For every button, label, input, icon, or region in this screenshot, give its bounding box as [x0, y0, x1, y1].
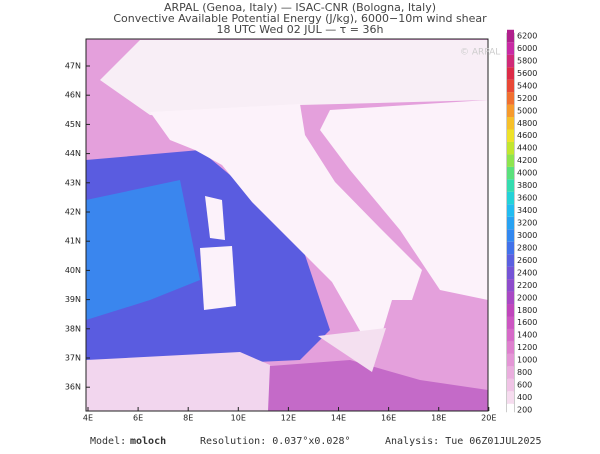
title-line: 18 UTC Wed 02 JUL — τ = 36h — [217, 23, 384, 36]
colorbar-label: 800 — [517, 368, 532, 377]
colorbar-swatch — [507, 191, 514, 205]
colorbar-swatch — [507, 141, 514, 155]
colorbar-swatch — [507, 316, 514, 329]
colorbar-label: 2400 — [517, 268, 537, 277]
colorbar-label: 1200 — [517, 343, 537, 352]
colorbar-swatch — [507, 117, 514, 130]
lon-tick-label: 12E — [281, 414, 296, 423]
colorbar-swatch — [507, 92, 514, 105]
colorbar-label: 4600 — [517, 131, 537, 140]
footer-analysis: Analysis: Tue 06Z01JUL2025 — [385, 436, 542, 447]
colorbar-label: 6000 — [517, 44, 537, 53]
colorbar-label: 1800 — [517, 306, 537, 315]
lat-tick-label: 40N — [65, 266, 81, 275]
colorbar-label: 3200 — [517, 219, 537, 228]
colorbar-label: 400 — [517, 393, 532, 402]
colorbar-swatch — [507, 154, 514, 167]
colorbar-label: 5800 — [517, 56, 537, 65]
colorbar-swatch — [507, 366, 514, 379]
footer-label: Model: — [90, 436, 126, 447]
colorbar-swatch — [507, 403, 514, 417]
colorbar-label: 2000 — [517, 293, 537, 302]
colorbar-swatch — [507, 254, 514, 267]
colorbar-swatch — [507, 229, 514, 242]
footer-resolution: Resolution: 0.037°x0.028° — [200, 436, 351, 447]
title-line: Convective Available Potential Energy (J… — [113, 12, 487, 25]
lat-tick-label: 43N — [65, 178, 81, 187]
colorbar-label: 3000 — [517, 231, 537, 240]
colorbar-label: 6200 — [517, 32, 537, 41]
lat-tick-label: 47N — [65, 62, 81, 71]
colorbar-label: 3800 — [517, 181, 537, 190]
colorbar-label: 2600 — [517, 256, 537, 265]
colorbar-label: 200 — [517, 406, 532, 415]
colorbar-swatch — [507, 266, 514, 280]
lon-tick-label: 16E — [381, 414, 396, 423]
colorbar-swatch — [507, 279, 514, 292]
colorbar-swatch — [507, 54, 514, 68]
footer-model: moloch — [130, 436, 166, 447]
lat-tick-label: 44N — [65, 149, 81, 158]
colorbar-swatch — [507, 79, 514, 93]
colorbar-swatch — [507, 67, 514, 80]
watermark: © ARPAL — [460, 48, 500, 58]
lon-tick-label: 14E — [331, 414, 346, 423]
colorbar-label: 2200 — [517, 281, 537, 290]
colorbar-swatch — [507, 328, 514, 342]
colorbar-label: 5200 — [517, 94, 537, 103]
colorbar-swatch — [507, 304, 514, 317]
lat-tick-label: 46N — [65, 91, 81, 100]
lat-tick-label: 42N — [65, 208, 81, 217]
colorbar-swatch — [507, 179, 514, 192]
colorbar-swatch — [507, 129, 514, 142]
map-field — [86, 39, 488, 411]
lat-tick-label: 45N — [65, 120, 81, 129]
colorbar-label: 600 — [517, 381, 532, 390]
colorbar-swatch — [507, 29, 514, 43]
colorbar-label: 2800 — [517, 243, 537, 252]
lat-tick-label: 41N — [65, 237, 81, 246]
colorbar-swatch — [507, 104, 514, 118]
colorbar-label: 4000 — [517, 169, 537, 178]
colorbar-swatch — [507, 42, 514, 55]
lat-tick-label: 38N — [65, 324, 81, 333]
colorbar-swatch — [507, 241, 514, 255]
colorbar-swatch — [507, 391, 514, 404]
lat-tick-label: 39N — [65, 295, 81, 304]
colorbar-label: 4200 — [517, 156, 537, 165]
colorbar-label: 1000 — [517, 356, 537, 365]
colorbar-label: 4800 — [517, 119, 537, 128]
colorbar-swatch — [507, 353, 514, 367]
colorbar-swatch — [507, 204, 514, 217]
lon-tick-label: 20E — [481, 414, 496, 423]
map-frame — [85, 38, 489, 412]
title-line: ARPAL (Genoa, Italy) — ISAC-CNR (Bologna… — [164, 1, 436, 14]
colorbar-swatch — [507, 216, 514, 230]
colorbar-label: 5000 — [517, 106, 537, 115]
colorbar-swatch — [507, 291, 514, 305]
colorbar-swatch — [507, 166, 514, 180]
colorbar-swatch — [507, 378, 514, 392]
colorbar-label: 3400 — [517, 206, 537, 215]
colorbar-label: 5400 — [517, 81, 537, 90]
lon-tick-label: 18E — [431, 414, 446, 423]
colorbar-label: 4400 — [517, 144, 537, 153]
colorbar-label: 1400 — [517, 331, 537, 340]
lat-tick-label: 36N — [65, 383, 81, 392]
colorbar-label: 1600 — [517, 318, 537, 327]
lon-tick-label: 10E — [231, 414, 246, 423]
lat-tick-label: 37N — [65, 354, 81, 363]
colorbar-label: 5600 — [517, 69, 537, 78]
lon-tick-label: 4E — [83, 414, 93, 423]
colorbar-label: 3600 — [517, 194, 537, 203]
lon-tick-label: 8E — [183, 414, 193, 423]
colorbar-swatch — [507, 341, 514, 354]
lon-tick-label: 6E — [133, 414, 143, 423]
